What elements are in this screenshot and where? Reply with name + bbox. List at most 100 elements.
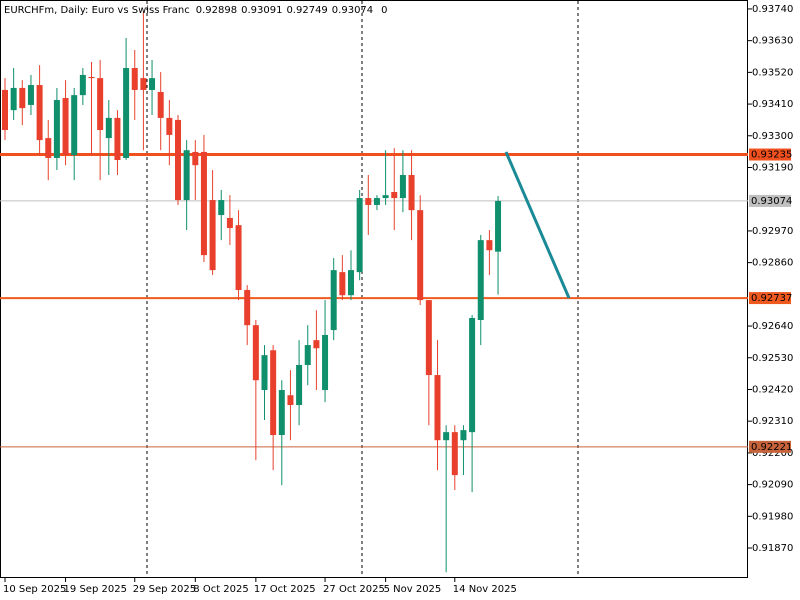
candle-body: [183, 150, 190, 201]
candle-body: [304, 345, 311, 365]
x-tick-label: 27 Oct 2025: [323, 584, 385, 595]
x-tick-label: 17 Oct 2025: [254, 584, 316, 595]
header-low: 0.92749: [286, 5, 327, 16]
candle-body: [45, 138, 52, 158]
candle-body: [443, 432, 450, 441]
y-tick-label: 0.92200: [752, 448, 793, 459]
candle-body: [140, 78, 147, 90]
candle-body: [348, 270, 354, 296]
candle-body: [62, 98, 69, 156]
candle-body: [451, 432, 458, 476]
candle-body: [278, 390, 285, 436]
candle-body: [460, 430, 467, 441]
candle-body: [97, 78, 104, 131]
candle-body: [391, 191, 398, 199]
candle-body: [417, 210, 424, 301]
candle-body: [235, 225, 242, 291]
price-level-label: 0.92737: [751, 293, 792, 304]
chart-header: EURCHFm, Daily: Euro vs Swiss Franc 0.928…: [4, 5, 388, 16]
y-tick-label: 0.93300: [752, 131, 793, 142]
candle-body: [261, 355, 268, 391]
header-spread: 0: [381, 5, 387, 16]
price-level-tag: [749, 194, 791, 207]
price-level-tag: [749, 148, 791, 161]
candle-body: [200, 151, 207, 256]
candle-body: [166, 117, 173, 135]
x-tick-label: 5 Nov 2025: [384, 584, 442, 595]
candle-body: [114, 117, 121, 160]
candle-body: [330, 270, 337, 331]
candle-body: [399, 174, 406, 199]
candle-body: [408, 174, 415, 211]
candle-body: [226, 217, 233, 229]
candle-body: [313, 340, 320, 349]
candle-body: [218, 200, 225, 216]
price-level-label: 0.92221: [751, 442, 792, 453]
header-close: 0.93074: [332, 5, 373, 16]
x-tick-label: 8 Oct 2025: [193, 584, 248, 595]
candle-body: [434, 375, 441, 441]
candle-body: [495, 200, 502, 252]
trend-line: [504, 151, 571, 299]
y-tick-label: 0.92970: [752, 226, 793, 237]
y-tick-label: 0.93190: [752, 162, 793, 173]
candle-body: [175, 119, 181, 201]
candle-body: [192, 151, 199, 166]
candle-body: [373, 198, 380, 205]
price-level-tag: [749, 440, 791, 453]
candle-body: [477, 240, 484, 320]
candle-body: [425, 300, 432, 376]
chart-title: EURCHFm, Daily: Euro vs Swiss Franc: [4, 5, 190, 16]
plot-frame: [0, 0, 748, 578]
y-tick-label: 0.92090: [752, 480, 793, 491]
candles-layer: [2, 12, 502, 573]
y-tick-label: 0.93630: [752, 36, 793, 47]
candle-body: [157, 91, 164, 118]
candle-body: [53, 100, 60, 158]
candle-body: [287, 395, 294, 406]
level-labels: 0.93074 0.92221 0.92737 0.93235: [749, 148, 792, 453]
x-tick-label: 10 Sep 2025: [3, 584, 66, 595]
price-level-label: 0.93235: [751, 150, 792, 161]
candle-body: [209, 200, 216, 271]
candle-body: [105, 117, 112, 139]
y-tick-label: 0.93520: [752, 67, 793, 78]
candle-body: [27, 85, 34, 105]
candle-body: [270, 350, 277, 436]
y-tick-label: 0.92860: [752, 258, 793, 269]
price-level-label: 0.93074: [751, 196, 792, 207]
candle-body: [296, 364, 303, 406]
candle-body: [131, 68, 138, 90]
candle-body: [123, 68, 130, 158]
candle-body: [365, 198, 372, 205]
y-tick-label: 0.91980: [752, 511, 793, 522]
y-tick-label: 0.93740: [752, 4, 793, 15]
y-tick-label: 0.92640: [752, 321, 793, 332]
y-tick-label: 0.92420: [752, 384, 793, 395]
candle-body: [244, 290, 251, 326]
candle-body: [469, 317, 476, 433]
y-tick-label: 0.93410: [752, 99, 793, 110]
x-tick-label: 29 Sep 2025: [133, 584, 196, 595]
candle-body: [486, 240, 493, 251]
y-tick-label: 0.92310: [752, 416, 793, 427]
axis-layer: 0.93740 0.93630 0.93520 0.93410 0.93300 0.931…: [3, 4, 793, 595]
x-tick-label: 19 Sep 2025: [64, 584, 127, 595]
candle-body: [10, 87, 17, 111]
candle-body: [339, 272, 346, 296]
candle-body: [252, 325, 259, 381]
candle-body: [19, 87, 26, 109]
candle-body: [79, 74, 86, 96]
y-tick-label: 0.91870: [752, 543, 793, 554]
candle-body: [2, 89, 8, 131]
candle-body: [356, 198, 363, 273]
candle-body: [71, 95, 78, 156]
candle-body: [322, 334, 329, 391]
candle-body: [382, 195, 389, 199]
price-level-tag: [749, 292, 791, 305]
candle-body: [36, 85, 43, 141]
header-open: 0.92898: [196, 5, 237, 16]
